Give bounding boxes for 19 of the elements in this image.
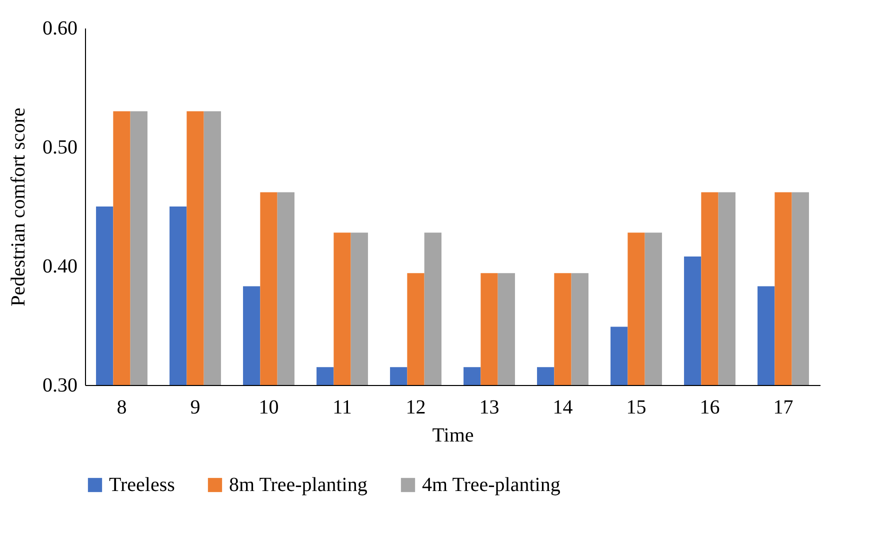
y-tick-label: 0.30 xyxy=(42,374,78,396)
legend-label: 4m Tree-planting xyxy=(422,474,560,496)
y-tick-label: 0.40 xyxy=(42,256,78,278)
x-tick-label: 16 xyxy=(700,396,720,418)
x-tick-label: 14 xyxy=(552,396,573,418)
x-tick-label: 13 xyxy=(479,396,500,418)
x-tick-label: 12 xyxy=(406,396,426,418)
x-tick-label: 10 xyxy=(258,396,279,418)
legend-label: 8m Tree-planting xyxy=(229,474,368,496)
y-tick-label: 0.50 xyxy=(42,136,78,158)
y-axis-title: Pedestrian comfort score xyxy=(8,107,30,306)
y-tick-label: 0.60 xyxy=(42,18,78,40)
legend-label: Treeless xyxy=(109,474,176,496)
x-axis-title: Time xyxy=(432,424,474,446)
x-tick-label: 11 xyxy=(332,396,352,418)
x-tick-label: 8 xyxy=(116,396,127,418)
x-tick-label: 9 xyxy=(190,396,200,418)
x-tick-label: 15 xyxy=(626,396,646,418)
x-tick-label: 17 xyxy=(773,396,794,418)
